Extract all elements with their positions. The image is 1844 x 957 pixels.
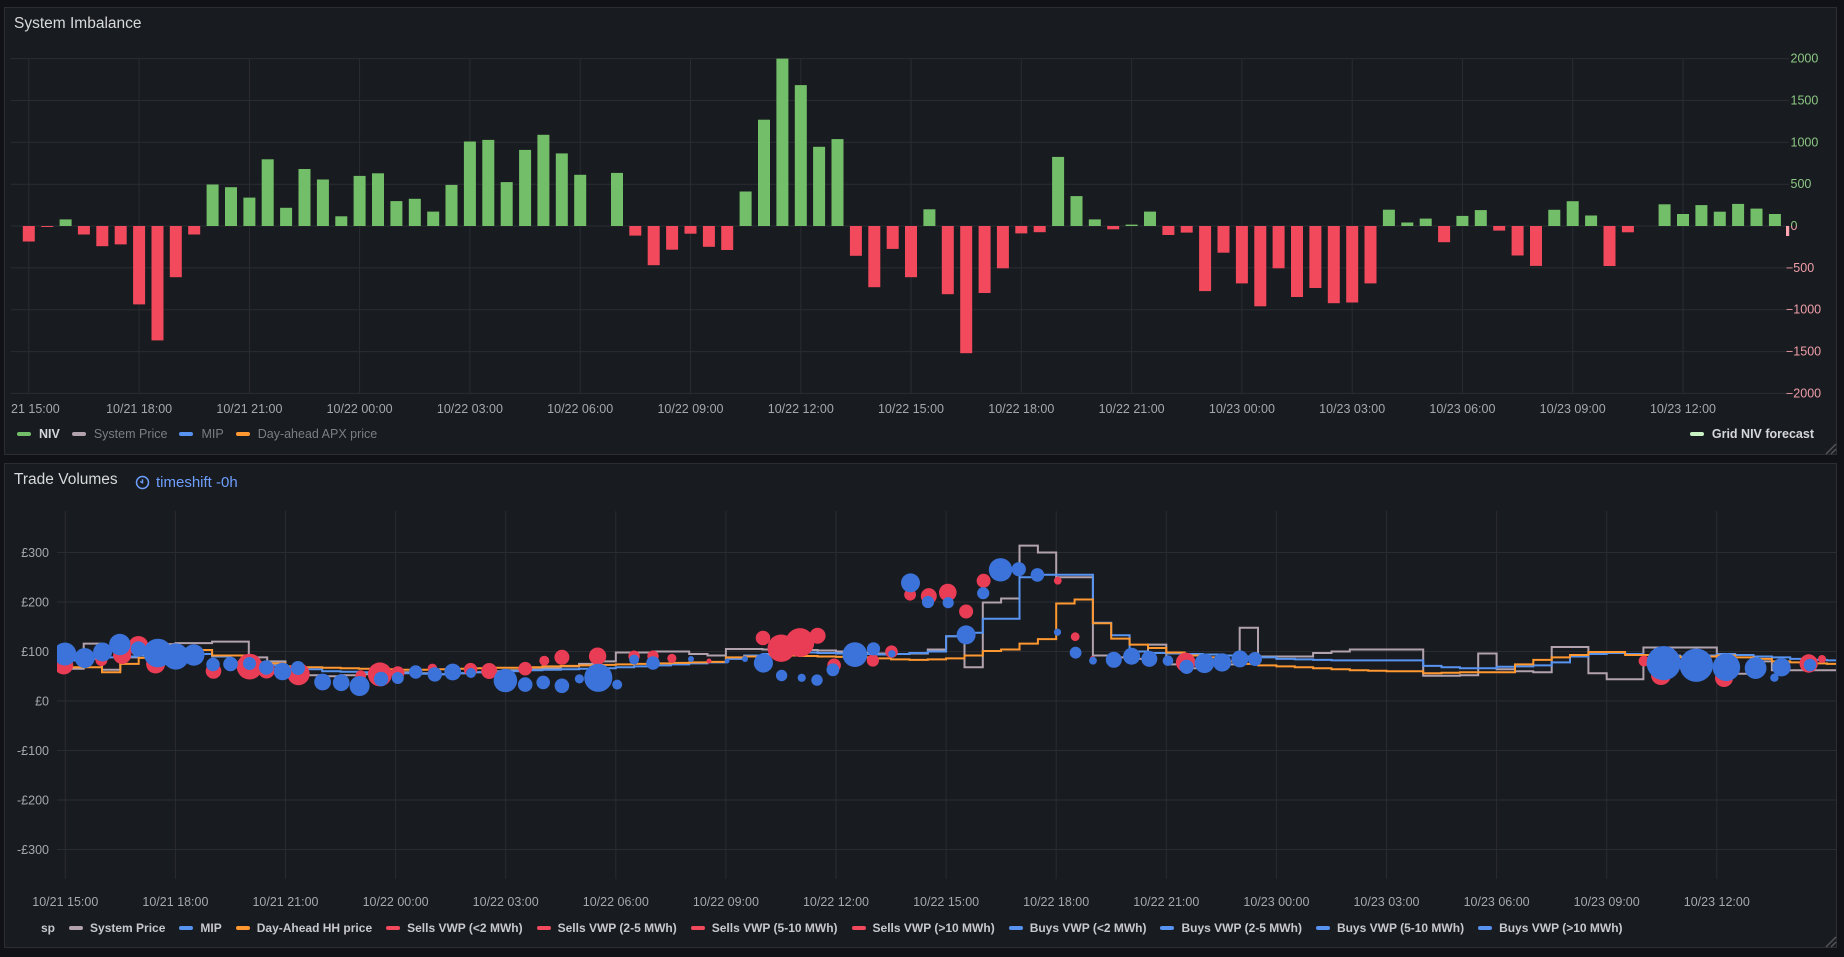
svg-text:-£200: -£200: [17, 794, 49, 808]
svg-text:10/22 03:00: 10/22 03:00: [473, 895, 539, 909]
svg-text:0: 0: [1791, 219, 1798, 233]
svg-text:1000: 1000: [1791, 135, 1819, 149]
svg-text:10/23 09:00: 10/23 09:00: [1574, 895, 1640, 909]
svg-text:10/23 12:00: 10/23 12:00: [1684, 895, 1750, 909]
svg-text:−1000: −1000: [1786, 303, 1821, 317]
svg-text:−1500: −1500: [1786, 345, 1821, 359]
svg-text:10/22 15:00: 10/22 15:00: [913, 895, 979, 909]
svg-text:£100: £100: [21, 645, 49, 659]
svg-text:−500: −500: [1786, 261, 1814, 275]
svg-text:10/22 00:00: 10/22 00:00: [363, 895, 429, 909]
svg-text:1500: 1500: [1791, 94, 1819, 108]
svg-text:10/22 12:00: 10/22 12:00: [803, 895, 869, 909]
svg-text:10/23 06:00: 10/23 06:00: [1429, 402, 1495, 416]
svg-text:21 15:00: 21 15:00: [11, 402, 60, 416]
svg-text:10/23 00:00: 10/23 00:00: [1209, 402, 1275, 416]
svg-text:10/22 18:00: 10/22 18:00: [988, 402, 1054, 416]
svg-text:10/22 12:00: 10/22 12:00: [768, 402, 834, 416]
svg-text:10/22 09:00: 10/22 09:00: [657, 402, 723, 416]
svg-text:£0: £0: [35, 695, 49, 709]
svg-text:10/23 03:00: 10/23 03:00: [1319, 402, 1385, 416]
svg-text:10/22 21:00: 10/22 21:00: [1099, 402, 1165, 416]
svg-text:10/22 15:00: 10/22 15:00: [878, 402, 944, 416]
svg-text:10/22 06:00: 10/22 06:00: [547, 402, 613, 416]
svg-text:10/22 00:00: 10/22 00:00: [327, 402, 393, 416]
svg-text:10/21 18:00: 10/21 18:00: [142, 895, 208, 909]
svg-text:10/22 03:00: 10/22 03:00: [437, 402, 503, 416]
svg-text:−2000: −2000: [1786, 386, 1821, 400]
svg-text:-£100: -£100: [17, 744, 49, 758]
svg-text:10/21 15:00: 10/21 15:00: [32, 895, 98, 909]
svg-text:10/21 21:00: 10/21 21:00: [216, 402, 282, 416]
svg-text:10/21 21:00: 10/21 21:00: [252, 895, 318, 909]
svg-text:10/22 09:00: 10/22 09:00: [693, 895, 759, 909]
svg-text:10/23 12:00: 10/23 12:00: [1650, 402, 1716, 416]
svg-text:£300: £300: [21, 546, 49, 560]
svg-text:10/23 09:00: 10/23 09:00: [1540, 402, 1606, 416]
svg-text:10/23 03:00: 10/23 03:00: [1353, 895, 1419, 909]
svg-text:500: 500: [1791, 177, 1812, 191]
svg-text:10/21 18:00: 10/21 18:00: [106, 402, 172, 416]
svg-text:10/22 18:00: 10/22 18:00: [1023, 895, 1089, 909]
svg-text:£200: £200: [21, 596, 49, 610]
svg-text:10/22 06:00: 10/22 06:00: [583, 895, 649, 909]
svg-text:0: 0: [1791, 219, 1798, 233]
svg-text:-£300: -£300: [17, 843, 49, 857]
svg-text:10/23 06:00: 10/23 06:00: [1464, 895, 1530, 909]
svg-text:10/22 21:00: 10/22 21:00: [1133, 895, 1199, 909]
svg-text:10/23 00:00: 10/23 00:00: [1243, 895, 1309, 909]
svg-text:2000: 2000: [1791, 52, 1819, 66]
